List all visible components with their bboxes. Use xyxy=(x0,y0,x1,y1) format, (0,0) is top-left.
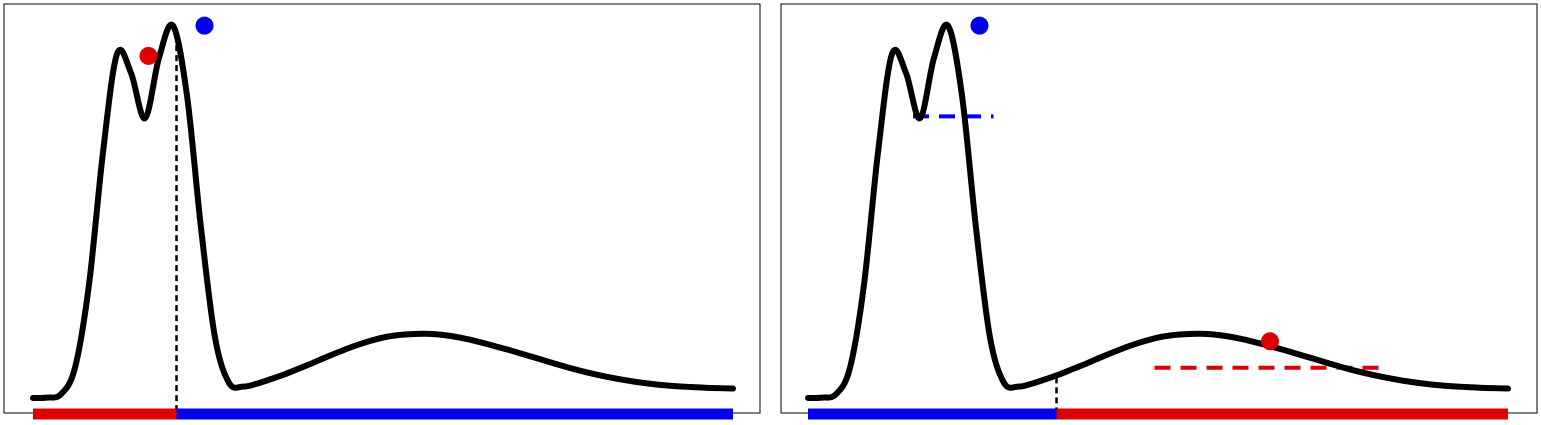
chart-panel-1 xyxy=(3,3,761,420)
plot-frame xyxy=(780,3,1538,414)
density-curve xyxy=(805,21,1511,402)
mode-point-2 xyxy=(1261,332,1279,351)
density-curve xyxy=(30,21,736,402)
mode-point-1 xyxy=(970,16,989,35)
chart-panel-2 xyxy=(780,3,1538,420)
mode-point-2 xyxy=(195,16,214,35)
mode-point-1 xyxy=(139,46,158,65)
